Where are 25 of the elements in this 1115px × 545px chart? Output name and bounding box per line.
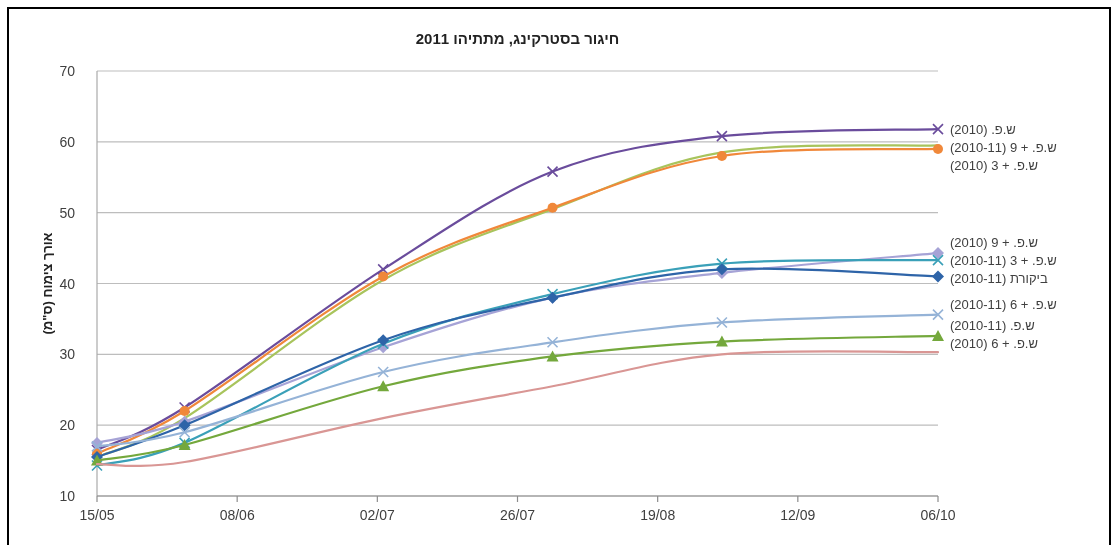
x-tick-label: 08/06	[219, 507, 255, 523]
y-tick-label: 20	[59, 417, 76, 434]
y-tick-label: 50	[59, 204, 76, 221]
series-label: ש.פ. + 9 (2010-11)	[950, 139, 1057, 155]
series-label: ש.פ. (2010-11)	[950, 318, 1035, 334]
y-tick-label: 10	[59, 488, 76, 504]
x-tick-label: 19/08	[640, 507, 676, 523]
x-tick-label: 02/07	[359, 507, 396, 523]
series-label: ש.פ. + 3 (2010-11)	[950, 253, 1057, 269]
x-tick-label: 26/07	[499, 507, 536, 523]
chart-title: חיגור בסטרקינג, מתתיהו 2011	[415, 30, 620, 47]
x-tick-label: 15/05	[79, 507, 115, 523]
y-tick-label: 70	[59, 63, 76, 79]
x-tick-label: 12/09	[780, 507, 816, 523]
series-label: ש.פ. + 9 (2010)	[950, 235, 1038, 251]
y-tick-label: 60	[59, 133, 76, 150]
series-label: ש.פ. + 6 (2010)	[950, 336, 1038, 351]
series-label: ש.פ. + 3 (2010)	[950, 157, 1038, 173]
y-tick-label: 30	[59, 346, 76, 363]
x-tick-label: 06/10	[920, 507, 956, 523]
series-label: ש.פ. + 6 (2010-11)	[950, 297, 1057, 313]
y-axis-title: אורך צימוח (ס"מ)	[40, 232, 55, 335]
series-label: ביקורת (2010-11)	[950, 270, 1048, 286]
series-label: ש.פ. (2010)	[950, 122, 1016, 138]
y-tick-label: 40	[59, 275, 76, 292]
